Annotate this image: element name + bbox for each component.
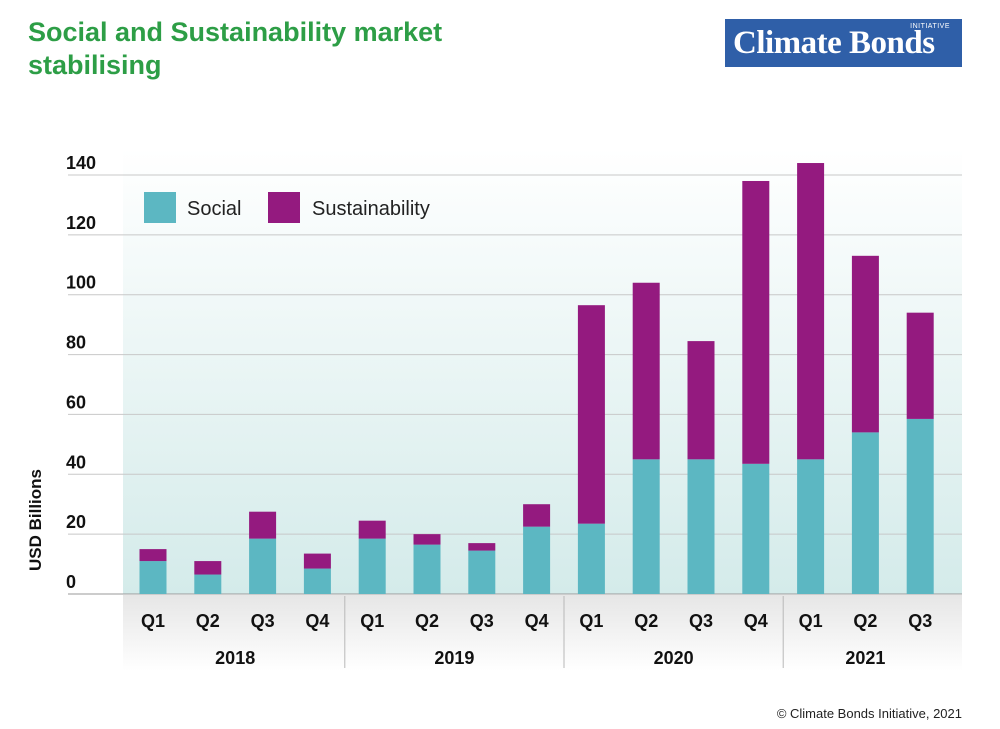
legend-swatch-social bbox=[144, 192, 176, 223]
x-tick-label: Q3 bbox=[908, 611, 932, 631]
x-tick-label: Q2 bbox=[853, 611, 877, 631]
bar-social bbox=[906, 418, 934, 594]
bar-social bbox=[851, 432, 879, 594]
x-tick-label: Q3 bbox=[251, 611, 275, 631]
bar-social bbox=[468, 550, 496, 594]
x-tick-label: Q2 bbox=[634, 611, 658, 631]
bar-social bbox=[413, 544, 441, 594]
y-tick-label: 60 bbox=[66, 392, 86, 412]
y-tick-label: 0 bbox=[66, 572, 76, 592]
bar-social bbox=[523, 526, 551, 594]
bar-sustainability bbox=[468, 543, 496, 551]
bar-sustainability bbox=[742, 180, 770, 464]
bar-sustainability bbox=[797, 163, 825, 460]
y-tick-label: 80 bbox=[66, 333, 86, 353]
x-tick-label: Q2 bbox=[415, 611, 439, 631]
bar-sustainability bbox=[523, 504, 551, 527]
x-group-label: 2020 bbox=[654, 648, 694, 668]
bar-sustainability bbox=[632, 282, 660, 460]
bar-sustainability bbox=[303, 553, 331, 569]
x-axis-year-groups: 2018 2019 2020 2021 bbox=[215, 596, 885, 668]
bar-sustainability bbox=[139, 549, 167, 562]
bar-sustainability bbox=[687, 341, 715, 460]
legend-label-sustainability: Sustainability bbox=[312, 198, 430, 220]
x-axis-ticks: Q1 Q2 Q3 Q4 Q1 Q2 Q3 Q4 Q1 Q2 Q3 Q4 Q1 Q2 Q3 bbox=[141, 611, 932, 631]
y-tick-label: 140 bbox=[66, 153, 96, 173]
legend-label-social: Social bbox=[187, 198, 241, 220]
bar-sustainability bbox=[577, 305, 605, 524]
x-tick-label: Q3 bbox=[470, 611, 494, 631]
x-tick-label: Q4 bbox=[744, 611, 768, 631]
y-tick-label: 120 bbox=[66, 213, 96, 233]
bar-sustainability bbox=[358, 520, 386, 539]
y-tick-label: 20 bbox=[66, 512, 86, 532]
x-axis-band bbox=[123, 595, 962, 671]
bar-social bbox=[797, 459, 825, 594]
bar-social bbox=[577, 523, 605, 594]
y-tick-label: 40 bbox=[66, 452, 86, 472]
copyright-credit: © Climate Bonds Initiative, 2021 bbox=[776, 706, 962, 721]
climate-bonds-logo: INITIATIVE Climate Bonds bbox=[725, 19, 962, 67]
x-tick-label: Q1 bbox=[579, 611, 603, 631]
legend: Social Sustainability bbox=[144, 192, 430, 223]
bar-sustainability bbox=[194, 561, 222, 575]
x-group-label: 2018 bbox=[215, 648, 255, 668]
logo-wordmark: Climate Bonds bbox=[733, 25, 935, 61]
x-tick-label: Q1 bbox=[360, 611, 384, 631]
bars bbox=[139, 163, 934, 594]
legend-swatch-sustainability bbox=[268, 192, 300, 223]
y-axis-label: USD Billions bbox=[26, 469, 45, 571]
x-tick-label: Q1 bbox=[799, 611, 823, 631]
bar-social bbox=[687, 459, 715, 594]
x-tick-label: Q2 bbox=[196, 611, 220, 631]
x-tick-label: Q1 bbox=[141, 611, 165, 631]
bar-social bbox=[249, 538, 277, 594]
bar-social bbox=[632, 459, 660, 594]
bar-sustainability bbox=[413, 534, 441, 545]
bar-social bbox=[139, 561, 167, 594]
y-tick-label: 100 bbox=[66, 273, 96, 293]
y-axis-ticks: 0 20 40 60 80 100 120 140 bbox=[66, 153, 96, 592]
bar-sustainability bbox=[249, 511, 277, 539]
bar-sustainability bbox=[851, 255, 879, 433]
bar-social bbox=[194, 574, 222, 594]
x-group-label: 2019 bbox=[434, 648, 474, 668]
page-title: Social and Sustainability market stabili… bbox=[28, 17, 443, 80]
x-group-label: 2021 bbox=[845, 648, 885, 668]
bar-sustainability bbox=[906, 312, 934, 419]
bar-social bbox=[303, 568, 331, 594]
x-tick-label: Q4 bbox=[525, 611, 549, 631]
x-tick-label: Q4 bbox=[305, 611, 329, 631]
x-tick-label: Q3 bbox=[689, 611, 713, 631]
logo-subtitle: INITIATIVE bbox=[910, 23, 950, 30]
bar-social bbox=[358, 538, 386, 594]
bar-social bbox=[742, 463, 770, 594]
